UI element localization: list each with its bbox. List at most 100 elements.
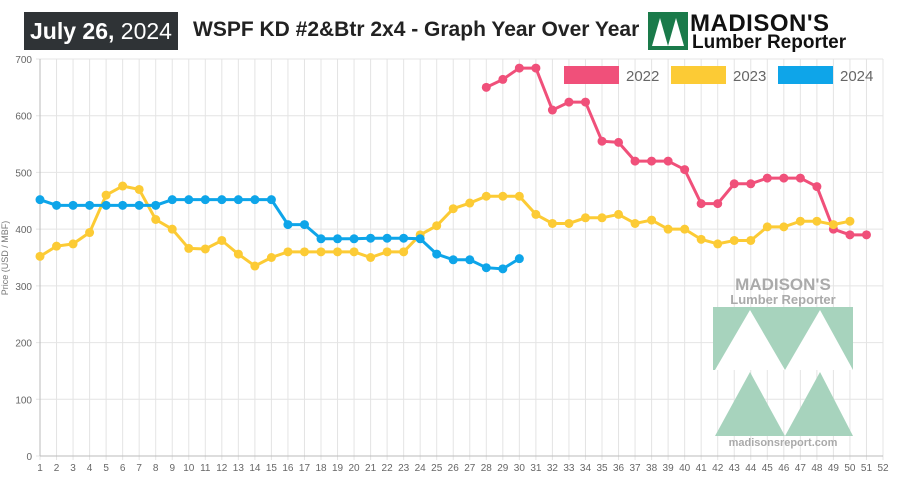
data-point-2024 [415,234,425,244]
x-tick-label: 3 [70,463,76,474]
data-point-2022 [713,199,723,209]
data-point-2022 [845,230,855,240]
data-point-2022 [812,182,822,192]
data-point-2023 [52,241,62,251]
x-tick-label: 18 [315,463,327,474]
series-line-2024 [39,198,521,271]
data-point-2023 [614,209,624,219]
date-month-day: July 26, [30,18,115,44]
data-point-2023 [399,247,409,257]
x-tick-label: 44 [745,463,757,474]
data-point-2024 [366,233,376,243]
x-tick-label: 48 [811,463,823,474]
data-point-2023 [498,191,508,201]
data-point-2023 [283,247,293,257]
x-tick-label: 13 [233,463,245,474]
date-year: 2024 [120,18,172,44]
y-tick-label: 700 [15,55,32,66]
data-point-2023 [547,218,557,228]
x-tick-label: 32 [547,463,559,474]
data-point-2024 [35,195,45,205]
x-tick-label: 7 [136,463,142,474]
data-point-2023 [200,244,210,254]
watermark-triangle [715,372,785,436]
y-tick-label: 0 [26,452,32,463]
data-point-2024 [316,234,326,244]
data-point-2024 [52,200,62,210]
logo: MADISON'S Lumber Reporter [648,10,893,53]
chart-title: WSPF KD #2&Btr 2x4 - Graph Year Over Yea… [193,18,640,41]
x-tick-label: 38 [646,463,658,474]
logo-line1: MADISON'S [690,10,830,37]
x-tick-label: 9 [169,463,175,474]
data-point-2023 [481,191,491,201]
date-badge: July 26, 2024 [24,12,178,50]
data-point-2023 [647,215,657,225]
x-tick-label: 17 [299,463,311,474]
legend-swatch-2024 [778,66,833,84]
data-point-2024 [514,254,524,264]
y-tick-label: 400 [15,225,32,236]
data-point-2023 [250,261,260,271]
data-point-2022 [779,173,789,183]
x-tick-label: 51 [861,463,873,474]
data-point-2024 [233,195,243,205]
legend-label-2023: 2023 [733,68,766,85]
x-tick-label: 1 [37,463,43,474]
data-point-2024 [200,195,210,205]
x-tick-label: 52 [877,463,889,474]
x-tick-label: 25 [431,463,443,474]
x-tick-label: 30 [514,463,526,474]
data-point-2024 [399,233,409,243]
y-tick-label: 600 [15,112,32,123]
data-point-2023 [151,215,161,225]
data-point-2024 [167,195,177,205]
data-point-2023 [663,224,673,234]
x-tick-label: 19 [332,463,344,474]
x-tick-label: 4 [87,463,93,474]
watermark-url: madisonsreport.com [729,437,838,449]
data-point-2024 [333,234,343,244]
data-point-2024 [217,195,227,205]
data-point-2022 [647,156,657,166]
data-point-2022 [597,136,607,146]
data-point-2022 [564,97,574,107]
data-point-2022 [514,63,524,73]
data-point-2023 [845,216,855,226]
data-point-2024 [299,220,309,230]
x-tick-label: 6 [120,463,126,474]
x-tick-label: 5 [103,463,109,474]
series-line-2022 [485,66,867,237]
data-point-2022 [861,230,871,240]
y-tick-label: 200 [15,339,32,350]
data-point-2024 [118,200,128,210]
data-point-2022 [498,74,508,84]
data-point-2022 [663,156,673,166]
data-point-2022 [795,173,805,183]
data-point-2022 [729,179,739,189]
data-point-2024 [68,200,78,210]
data-point-2023 [432,221,442,231]
data-point-2023 [514,191,524,201]
x-tick-label: 50 [844,463,856,474]
data-point-2023 [597,213,607,223]
x-tick-label: 46 [778,463,790,474]
data-point-2022 [630,156,640,166]
x-tick-label: 11 [200,463,211,474]
data-point-2024 [283,220,293,230]
x-tick-label: 14 [249,463,261,474]
x-tick-label: 42 [712,463,724,474]
data-point-2023 [828,220,838,230]
watermark-triangle [785,310,853,370]
data-point-2023 [580,213,590,223]
x-tick-label: 28 [481,463,493,474]
x-tick-label: 20 [348,463,360,474]
data-point-2023 [266,253,276,262]
data-point-2023 [366,253,376,262]
x-tick-label: 23 [398,463,410,474]
data-point-2023 [696,234,706,244]
data-point-2024 [101,200,111,210]
data-point-2024 [432,249,442,259]
data-point-2024 [481,263,491,273]
